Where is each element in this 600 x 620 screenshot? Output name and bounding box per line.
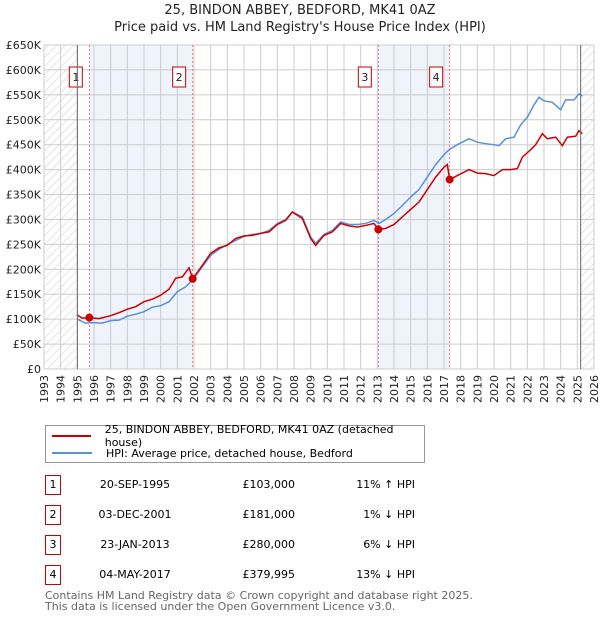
sale-marker-box [68, 66, 83, 88]
y-tick-label: £450K [6, 139, 42, 152]
x-tick-label: 1994 [55, 375, 68, 403]
y-tick-label: £0 [27, 363, 41, 376]
x-tick-label: 2002 [188, 375, 201, 403]
x-tick-label: 1996 [88, 375, 101, 403]
x-tick-label: 2026 [588, 375, 600, 403]
footer-licence: This data is licensed under the Open Gov… [45, 600, 396, 613]
sale-point [85, 313, 94, 322]
sale-hpi-diff: 6% ↓ HPI [363, 538, 415, 551]
y-tick-label: £200K [6, 263, 42, 276]
sale-marker-label: 2 [176, 71, 183, 84]
sale-price: £280,000 [242, 538, 296, 551]
x-tick-label: 2004 [221, 375, 234, 403]
legend: 25, BINDON ABBEY, BEDFORD, MK41 0AZ (det… [45, 423, 425, 463]
x-tick-label: 2020 [488, 375, 501, 403]
x-tick-label: 2018 [455, 375, 468, 403]
legend-label: HPI: Average price, detached house, Bedf… [106, 446, 353, 460]
x-tick-label: 2006 [255, 375, 268, 403]
shaded-period [89, 45, 193, 369]
y-tick-label: £350K [6, 189, 42, 202]
sale-date: 03-DEC-2001 [98, 508, 172, 521]
hatched-region [580, 45, 594, 369]
sale-point [374, 225, 383, 234]
y-tick-label: £650K [6, 39, 42, 52]
sale-point [445, 175, 454, 184]
sale-date: 23-JAN-2013 [100, 538, 170, 551]
legend-label: 25, BINDON ABBEY, BEDFORD, MK41 0AZ (det… [104, 423, 394, 449]
sale-point [188, 274, 197, 283]
sale-price: £103,000 [242, 478, 296, 491]
x-tick-label: 2005 [238, 375, 251, 403]
y-tick-label: £600K [6, 64, 42, 77]
sale-number: 4 [45, 565, 61, 585]
y-tick-label: £400K [6, 164, 42, 177]
x-tick-label: 2021 [505, 375, 518, 403]
sale-marker-box [429, 66, 444, 88]
price-chart: 1 2 3 4 1993 1994 1995 1996 1997 1998 1999 2000 2001… [6, 39, 600, 403]
sale-number: 3 [45, 535, 61, 555]
sale-marker-box [357, 66, 372, 88]
x-tick-label: 2023 [538, 375, 551, 403]
table-row: 4 04-MAY-2017 £379,995 13% ↓ HPI [45, 565, 445, 585]
legend-swatch-blue [52, 452, 92, 454]
x-tick-label: 2024 [555, 375, 568, 403]
sale-hpi-diff: 11% ↑ HPI [356, 478, 415, 491]
y-tick-label: £150K [6, 288, 42, 301]
sale-date: 20-SEP-1995 [99, 478, 171, 491]
table-row: 2 03-DEC-2001 £181,000 1% ↓ HPI [45, 505, 445, 525]
y-tick-label: £500K [6, 114, 42, 127]
hpi-line [77, 92, 583, 324]
x-tick-label: 2015 [405, 375, 418, 403]
y-tick-label: £300K [6, 213, 42, 226]
sale-hpi-diff: 1% ↓ HPI [363, 508, 415, 521]
chart-subtitle: Price paid vs. HM Land Registry's House … [114, 20, 486, 35]
sale-price: £379,995 [242, 568, 296, 581]
x-tick-label: 1995 [71, 375, 84, 403]
x-tick-label: 2012 [355, 375, 368, 403]
x-tick-label: 2016 [421, 375, 434, 403]
x-tick-label: 2009 [305, 375, 318, 403]
x-tick-label: 1993 [38, 375, 51, 403]
chart-title: 25, BINDON ABBEY, BEDFORD, MK41 0AZ [164, 3, 436, 18]
legend-swatch-red [52, 435, 91, 437]
x-tick-label: 2008 [288, 375, 301, 403]
x-tick-label: 2007 [271, 375, 284, 403]
sale-marker-label: 4 [433, 71, 440, 84]
y-tick-label: £550K [6, 89, 42, 102]
footer-copyright: Contains HM Land Registry data © Crown c… [45, 589, 473, 602]
sale-date: 04-MAY-2017 [99, 568, 171, 581]
x-tick-label: 1997 [105, 375, 118, 403]
x-tick-label: 2011 [338, 375, 351, 403]
table-row: 3 23-JAN-2013 £280,000 6% ↓ HPI [45, 535, 445, 555]
x-tick-label: 1998 [121, 375, 134, 403]
sale-number: 1 [45, 475, 61, 495]
sale-marker-box [172, 66, 187, 88]
x-tick-label: 2000 [155, 375, 168, 403]
x-tick-label: 2013 [371, 375, 384, 403]
property-price-line [76, 129, 583, 320]
y-tick-label: £50K [13, 338, 42, 351]
x-tick-label: 2019 [471, 375, 484, 403]
x-tick-label: 2003 [205, 375, 218, 403]
sale-hpi-diff: 13% ↓ HPI [356, 568, 415, 581]
y-tick-label: £100K [6, 313, 42, 326]
sale-number: 2 [45, 505, 61, 525]
legend-item-property: 25, BINDON ABBEY, BEDFORD, MK41 0AZ (det… [46, 423, 424, 449]
x-tick-label: 2010 [321, 375, 334, 403]
x-tick-label: 2025 [571, 375, 584, 403]
x-tick-label: 2001 [171, 375, 184, 403]
x-tick-label: 2022 [521, 375, 534, 403]
y-tick-label: £250K [6, 238, 42, 251]
sale-marker-label: 1 [72, 71, 79, 84]
legend-item-hpi: HPI: Average price, detached house, Bedf… [46, 445, 353, 461]
sale-price: £181,000 [242, 508, 296, 521]
x-tick-label: 2017 [438, 375, 451, 403]
x-tick-label: 1999 [138, 375, 151, 403]
x-tick-label: 2014 [388, 375, 401, 403]
table-row: 1 20-SEP-1995 £103,000 11% ↑ HPI [45, 475, 445, 495]
sale-marker-label: 3 [361, 71, 368, 84]
